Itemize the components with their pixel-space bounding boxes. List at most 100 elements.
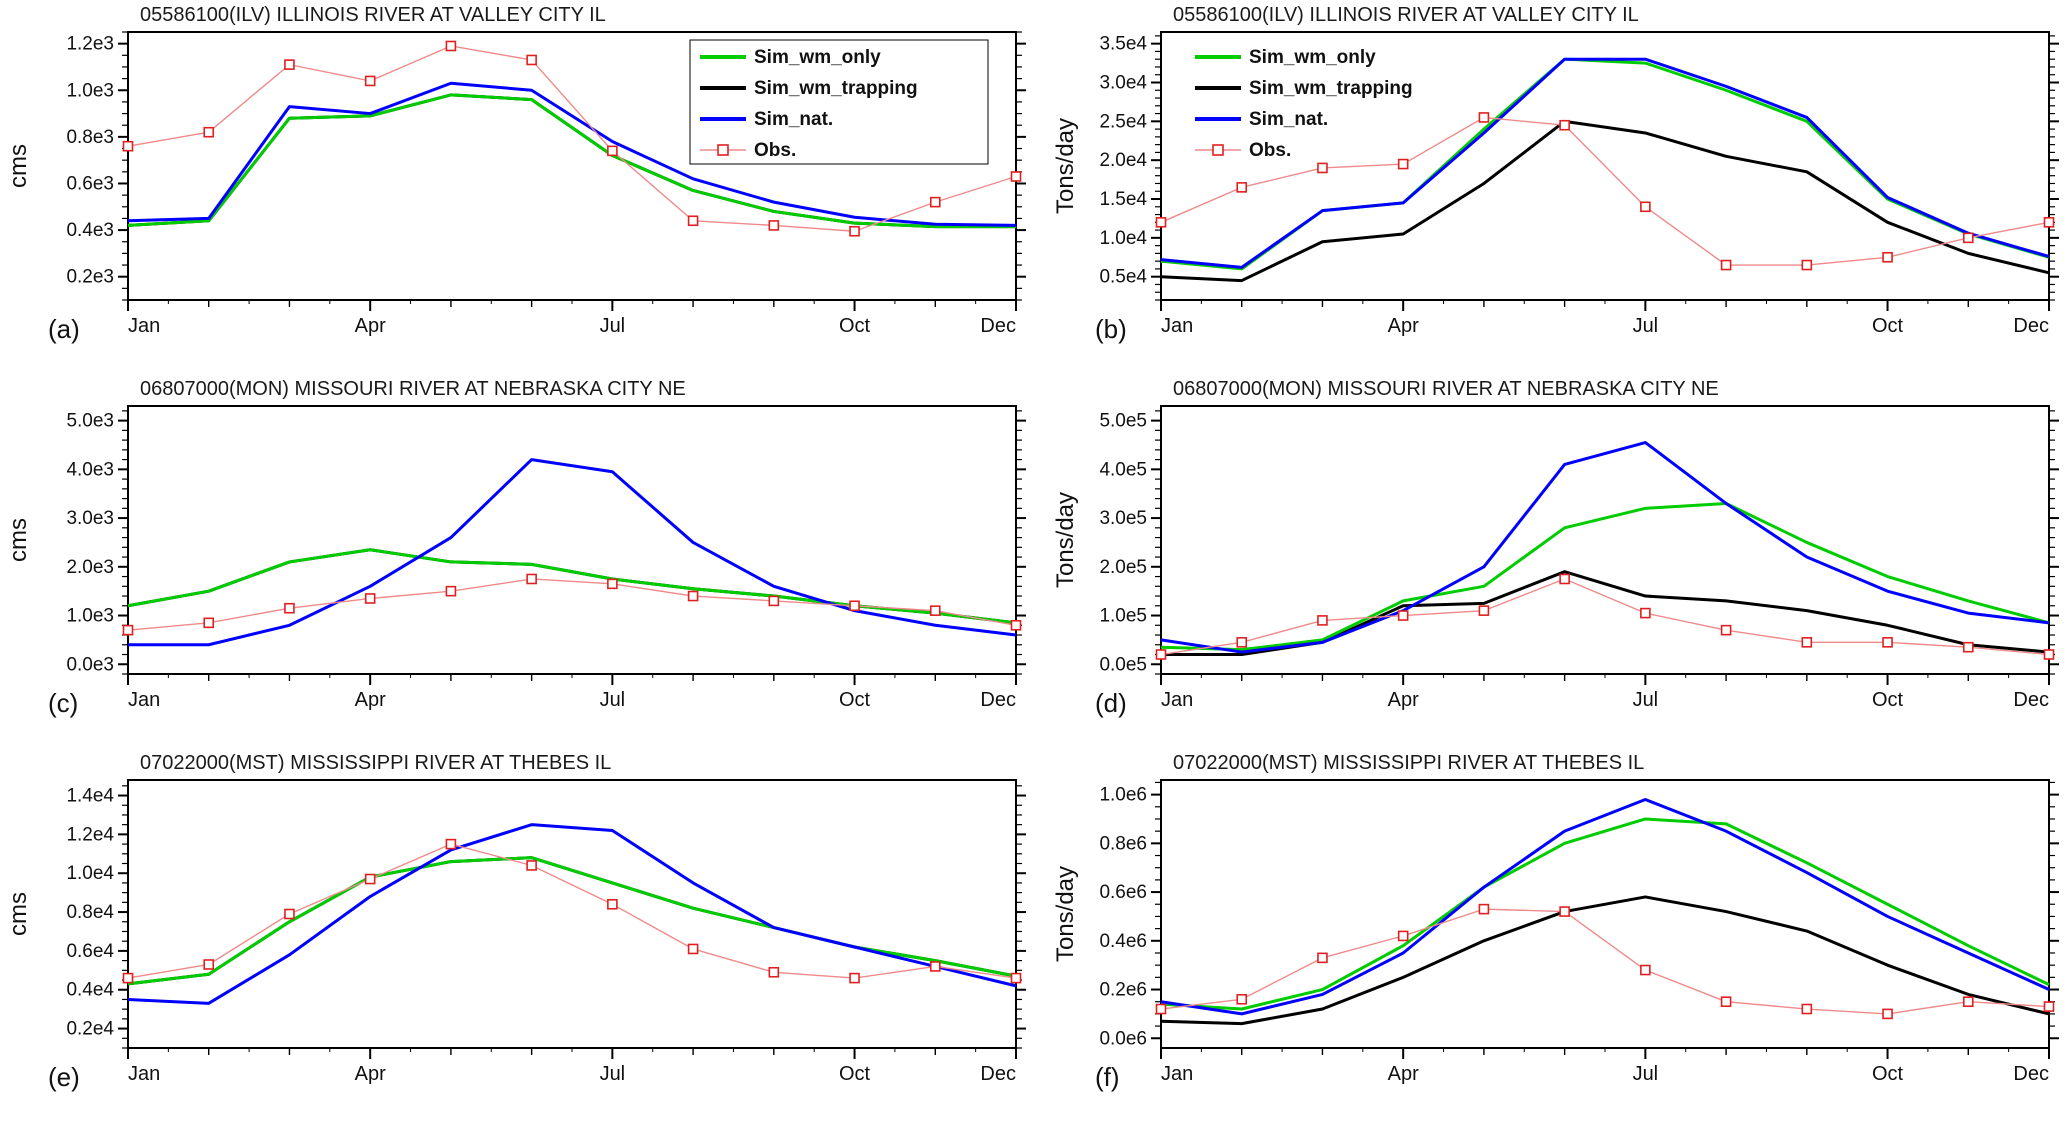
panel-letter: (e) bbox=[48, 1062, 80, 1092]
y-tick-label: 0.2e3 bbox=[66, 267, 114, 288]
plot-area: 0.0e6 0.2e6 0.4e6 0.6e6 0.8e6 1.0e6 Jan Apr Jul O… bbox=[1099, 779, 2059, 1085]
y-tick-label: 0.0e6 bbox=[1099, 1028, 1147, 1049]
legend-label: Sim_nat. bbox=[754, 109, 833, 130]
panel-letter: (d) bbox=[1095, 688, 1127, 718]
plot-area: 0.2e3 0.4e3 0.6e3 0.8e3 1.0e3 1.2e3 Jan Apr Jul O… bbox=[66, 31, 1026, 337]
x-tick-label: Jan bbox=[128, 315, 160, 337]
series-line-sim-wm-only bbox=[127, 856, 1017, 986]
plot-area: 0.2e4 0.4e4 0.6e4 0.8e4 1.0e4 1.2e4 1.4e4 Jan Ap… bbox=[66, 779, 1026, 1085]
series-line-sim-nat- bbox=[127, 81, 1017, 227]
y-axis-label: cms bbox=[5, 892, 32, 936]
legend-label: Sim_wm_only bbox=[754, 47, 881, 68]
x-tick-label: Apr bbox=[1388, 1063, 1419, 1085]
y-tick-label: 1.0e6 bbox=[1099, 785, 1147, 806]
y-tick-label: 0.6e4 bbox=[66, 941, 114, 962]
y-tick-label: 0.8e4 bbox=[66, 902, 114, 923]
chart-title: 06807000(MON) MISSOURI RIVER AT NEBRASKA… bbox=[1173, 378, 1719, 400]
panel-d: 06807000(MON) MISSOURI RIVER AT NEBRASKA… bbox=[1033, 374, 2067, 748]
y-tick-label: 4.0e3 bbox=[66, 459, 114, 480]
x-tick-label: Jul bbox=[1633, 689, 1659, 711]
panel-letter: (c) bbox=[48, 688, 78, 718]
series-line-obs- bbox=[1160, 578, 2050, 656]
y-axis-label: Tons/day bbox=[1052, 118, 1079, 214]
y-axis-label: cms bbox=[5, 518, 32, 562]
y-tick-label: 0.2e4 bbox=[66, 1019, 114, 1040]
legend-box bbox=[689, 39, 989, 165]
y-tick-label: 3.0e5 bbox=[1099, 508, 1147, 529]
chart-f: 07022000(MST) MISSISSIPPI RIVER AT THEBE… bbox=[1052, 752, 2059, 1092]
series-line-obs- bbox=[127, 843, 1017, 979]
y-tick-label: 1.0e4 bbox=[66, 863, 114, 884]
panel-letter: (b) bbox=[1095, 314, 1127, 344]
series-line-sim-wm-trapping bbox=[127, 548, 1017, 625]
plot-area: 0.0e5 1.0e5 2.0e5 3.0e5 4.0e5 5.0e5 Jan Apr Jul O… bbox=[1099, 405, 2059, 711]
x-tick-label: Dec bbox=[2013, 689, 2049, 711]
chart-b: 05586100(ILV) ILLINOIS RIVER AT VALLEY C… bbox=[1052, 4, 2059, 344]
series-line-sim-nat- bbox=[1160, 441, 2050, 654]
chart-title: 05586100(ILV) ILLINOIS RIVER AT VALLEY C… bbox=[140, 4, 606, 26]
x-tick-label: Oct bbox=[839, 689, 871, 711]
x-tick-label: Apr bbox=[1388, 689, 1419, 711]
y-tick-label: 0.6e3 bbox=[66, 173, 114, 194]
x-tick-label: Dec bbox=[2013, 315, 2049, 337]
y-tick-label: 0.8e3 bbox=[66, 127, 114, 148]
obs-markers bbox=[122, 573, 1022, 636]
chart-title: 07022000(MST) MISSISSIPPI RIVER AT THEBE… bbox=[140, 752, 611, 774]
legend-label: Obs. bbox=[754, 140, 796, 161]
obs-markers bbox=[122, 838, 1022, 984]
y-tick-label: 0.0e5 bbox=[1099, 654, 1147, 675]
panel-letter: (a) bbox=[48, 314, 80, 344]
plot-area: 0.0e3 1.0e3 2.0e3 3.0e3 4.0e3 5.0e3 Jan Apr Jul O… bbox=[66, 405, 1026, 711]
legend-label: Sim_wm_trapping bbox=[1249, 78, 1413, 99]
y-axis-label: cms bbox=[5, 144, 32, 188]
x-tick-label: Oct bbox=[1872, 689, 1904, 711]
x-tick-label: Oct bbox=[839, 1063, 871, 1085]
x-tick-label: Apr bbox=[355, 689, 386, 711]
y-tick-label: 0.5e4 bbox=[1099, 267, 1147, 288]
chart-d: 06807000(MON) MISSOURI RIVER AT NEBRASKA… bbox=[1052, 378, 2059, 718]
chart-title: 07022000(MST) MISSISSIPPI RIVER AT THEBE… bbox=[1173, 752, 1644, 774]
y-tick-label: 5.0e3 bbox=[66, 411, 114, 432]
series-line-sim-wm-trapping bbox=[1160, 895, 2050, 1026]
y-tick-label: 2.0e4 bbox=[1099, 150, 1147, 171]
y-tick-label: 1.0e3 bbox=[66, 80, 114, 101]
y-tick-label: 1.2e3 bbox=[66, 34, 114, 55]
x-tick-label: Jul bbox=[600, 315, 626, 337]
series-line-sim-wm-trapping bbox=[127, 856, 1017, 986]
x-tick-label: Oct bbox=[1872, 1063, 1904, 1085]
x-tick-label: Jul bbox=[1633, 1063, 1659, 1085]
y-tick-label: 1.5e4 bbox=[1099, 189, 1147, 210]
x-tick-label: Dec bbox=[980, 315, 1016, 337]
y-tick-label: 1.4e4 bbox=[66, 786, 114, 807]
chart-e: 07022000(MST) MISSISSIPPI RIVER AT THEBE… bbox=[5, 752, 1026, 1092]
series-line-sim-nat- bbox=[1160, 57, 2050, 269]
y-tick-label: 3.0e4 bbox=[1099, 72, 1147, 93]
y-axis-label: Tons/day bbox=[1052, 492, 1079, 588]
series-line-obs- bbox=[1160, 116, 2050, 266]
series-line-obs- bbox=[127, 45, 1017, 232]
x-tick-label: Jan bbox=[128, 689, 160, 711]
plot-frame bbox=[127, 405, 1017, 675]
panel-letter: (f) bbox=[1095, 1062, 1120, 1092]
series-line-sim-nat- bbox=[128, 458, 1017, 647]
x-tick-label: Jul bbox=[600, 689, 626, 711]
series-line-sim-wm-trapping bbox=[1160, 119, 2050, 283]
chart-title: 05586100(ILV) ILLINOIS RIVER AT VALLEY C… bbox=[1173, 4, 1639, 26]
panel-f: 07022000(MST) MISSISSIPPI RIVER AT THEBE… bbox=[1033, 748, 2067, 1122]
series-line-sim-nat- bbox=[127, 823, 1017, 1005]
chart-a: 05586100(ILV) ILLINOIS RIVER AT VALLEY C… bbox=[5, 4, 1026, 344]
y-tick-label: 1.0e4 bbox=[1099, 228, 1147, 249]
series-line-sim-wm-only bbox=[1160, 817, 2050, 1011]
obs-markers bbox=[122, 40, 1022, 237]
y-tick-label: 0.8e6 bbox=[1099, 833, 1147, 854]
y-tick-label: 5.0e5 bbox=[1099, 411, 1147, 432]
legend: Sim_wm_only Sim_wm_trapping Sim_nat. Obs. bbox=[689, 39, 989, 165]
y-axis-label: Tons/day bbox=[1052, 866, 1079, 962]
y-tick-label: 3.5e4 bbox=[1099, 34, 1147, 55]
y-tick-label: 2.0e5 bbox=[1099, 557, 1147, 578]
x-tick-label: Dec bbox=[980, 689, 1016, 711]
panel-b: 05586100(ILV) ILLINOIS RIVER AT VALLEY C… bbox=[1033, 0, 2067, 374]
x-tick-label: Jan bbox=[1161, 315, 1193, 337]
chart-c: 06807000(MON) MISSOURI RIVER AT NEBRASKA… bbox=[5, 378, 1026, 718]
